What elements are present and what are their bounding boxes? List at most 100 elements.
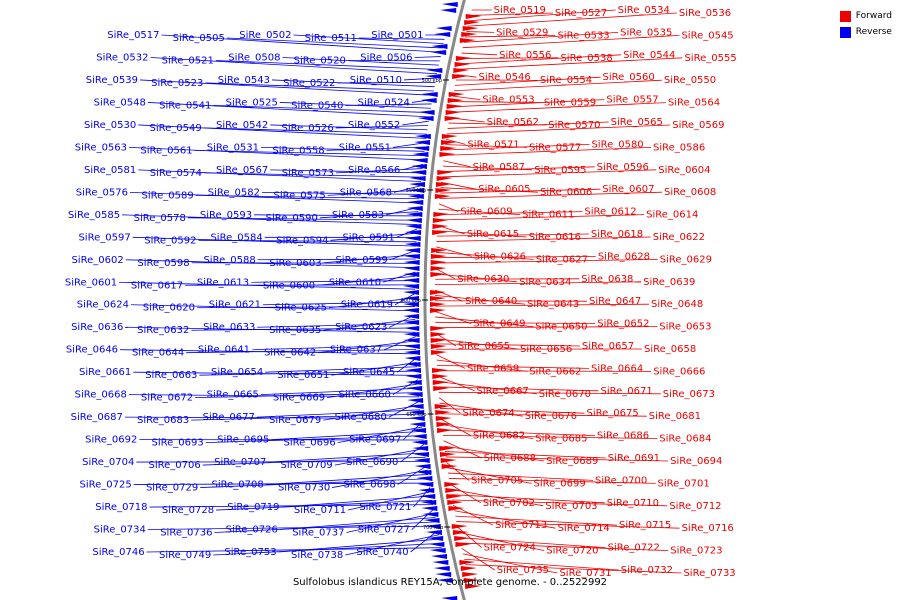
forward-gene-label: SiRe_0519 (494, 5, 546, 16)
reverse-gene-label: SiRe_0693 (152, 438, 204, 449)
forward-leader-line (444, 144, 590, 151)
forward-gene-glyph (448, 92, 465, 97)
forward-gene-label: SiRe_0714 (558, 523, 610, 534)
forward-gene-label: SiRe_0733 (683, 568, 735, 579)
reverse-leader-line (271, 79, 435, 88)
reverse-leader-line (270, 169, 422, 174)
forward-gene-label: SiRe_0659 (467, 363, 519, 374)
reverse-gene-label: SiRe_0585 (68, 210, 120, 221)
forward-gene-label: SiRe_0607 (602, 184, 654, 195)
reverse-leader-line (129, 191, 420, 204)
forward-leader-line (451, 494, 605, 504)
legend-forward-swatch (839, 10, 851, 22)
forward-leader-line (435, 326, 658, 329)
reverse-gene-glyph (403, 344, 420, 349)
reverse-gene-label: SiRe_0590 (266, 213, 318, 224)
reverse-gene-glyph (406, 212, 423, 217)
reverse-gene-label: SiRe_0549 (150, 123, 202, 134)
reverse-leader-line (268, 452, 426, 463)
forward-leader-line (443, 160, 471, 168)
forward-leader-line (449, 117, 485, 123)
forward-leader-line (437, 214, 645, 221)
forward-gene-label: SiRe_0701 (658, 478, 710, 489)
reverse-gene-glyph (403, 290, 420, 295)
forward-gene-label: SiRe_0527 (555, 8, 607, 19)
reverse-gene-label: SiRe_0551 (339, 142, 391, 153)
reverse-leader-line (131, 304, 416, 312)
forward-gene-glyph (441, 464, 458, 469)
reverse-gene-glyph (421, 92, 438, 97)
reverse-gene-label: SiRe_0680 (335, 412, 387, 423)
reverse-gene-label: SiRe_0645 (343, 367, 395, 378)
reverse-gene-label: SiRe_0696 (284, 438, 336, 449)
forward-gene-label: SiRe_0529 (496, 27, 548, 38)
forward-gene-label: SiRe_0557 (606, 95, 658, 106)
forward-gene-glyph (432, 380, 449, 385)
forward-gene-label: SiRe_0554 (540, 75, 592, 86)
scale-tick-label: 700 kbp (423, 525, 443, 531)
forward-leader-line (456, 74, 477, 78)
forward-leader-line (447, 472, 594, 481)
forward-leader-line (435, 281, 642, 286)
reverse-gene-label: SiRe_0740 (356, 547, 408, 558)
forward-gene-glyph (435, 410, 452, 415)
forward-leader-line (468, 9, 616, 22)
forward-leader-line (450, 488, 544, 507)
reverse-leader-line (331, 362, 417, 376)
forward-gene-label: SiRe_0667 (477, 386, 529, 397)
forward-gene-glyph (459, 38, 476, 43)
reverse-leader-line (261, 191, 420, 195)
reverse-leader-line (334, 448, 425, 466)
scale-tick-label: 650 kbp (406, 412, 426, 418)
reverse-gene-glyph (404, 248, 421, 253)
forward-gene-label: SiRe_0686 (597, 431, 649, 442)
reverse-leader-line (146, 547, 442, 553)
forward-gene-label: SiRe_0559 (544, 98, 596, 109)
reverse-gene-glyph (414, 134, 431, 139)
forward-gene-glyph (430, 302, 447, 307)
reverse-leader-line (195, 392, 419, 399)
forward-leader-line (435, 251, 534, 260)
reverse-gene-label: SiRe_0525 (226, 97, 278, 108)
reverse-gene-glyph (416, 476, 433, 481)
legend-reverse: Reverse (839, 24, 892, 40)
forward-gene-label: SiRe_0553 (482, 95, 534, 106)
forward-gene-label: SiRe_0533 (557, 30, 609, 41)
reverse-gene-label: SiRe_0589 (141, 190, 193, 201)
forward-gene-label: SiRe_0555 (684, 53, 736, 64)
reverse-leader-line (251, 280, 416, 283)
reverse-gene-glyph (411, 440, 428, 445)
forward-gene-label: SiRe_0622 (653, 232, 705, 243)
reverse-leader-line (125, 326, 416, 333)
forward-leader-line (459, 54, 622, 65)
reverse-gene-glyph (440, 8, 457, 13)
reverse-leader-line (213, 105, 431, 113)
reverse-gene-label: SiRe_0602 (71, 255, 123, 266)
reverse-gene-label: SiRe_0541 (159, 100, 211, 111)
reverse-gene-label: SiRe_0708 (211, 480, 263, 491)
forward-leader-line (466, 31, 495, 33)
forward-gene-label: SiRe_0666 (653, 366, 705, 377)
reverse-leader-line (122, 214, 418, 225)
reverse-leader-line (392, 142, 426, 148)
reverse-gene-label: SiRe_0532 (96, 52, 148, 63)
forward-gene-label: SiRe_0628 (598, 251, 650, 262)
reverse-leader-line (319, 211, 419, 219)
reverse-gene-glyph (435, 26, 452, 31)
reverse-gene-glyph (436, 578, 453, 583)
forward-gene-label: SiRe_0702 (483, 498, 535, 509)
forward-leader-line (446, 461, 470, 481)
reverse-leader-line (139, 79, 434, 96)
forward-leader-line (435, 303, 650, 307)
reverse-leader-line (257, 323, 416, 328)
reverse-gene-label: SiRe_0679 (269, 415, 321, 426)
forward-leader-line (465, 564, 682, 574)
forward-gene-label: SiRe_0586 (653, 142, 705, 153)
reverse-gene-glyph (414, 140, 431, 145)
reverse-gene-label: SiRe_0721 (359, 502, 411, 513)
forward-gene-label: SiRe_0605 (478, 184, 530, 195)
forward-gene-glyph (435, 416, 452, 421)
reverse-gene-label: SiRe_0617 (131, 280, 183, 291)
scale-tick-label: 500 kbp (422, 78, 442, 84)
forward-leader-line (439, 191, 663, 199)
